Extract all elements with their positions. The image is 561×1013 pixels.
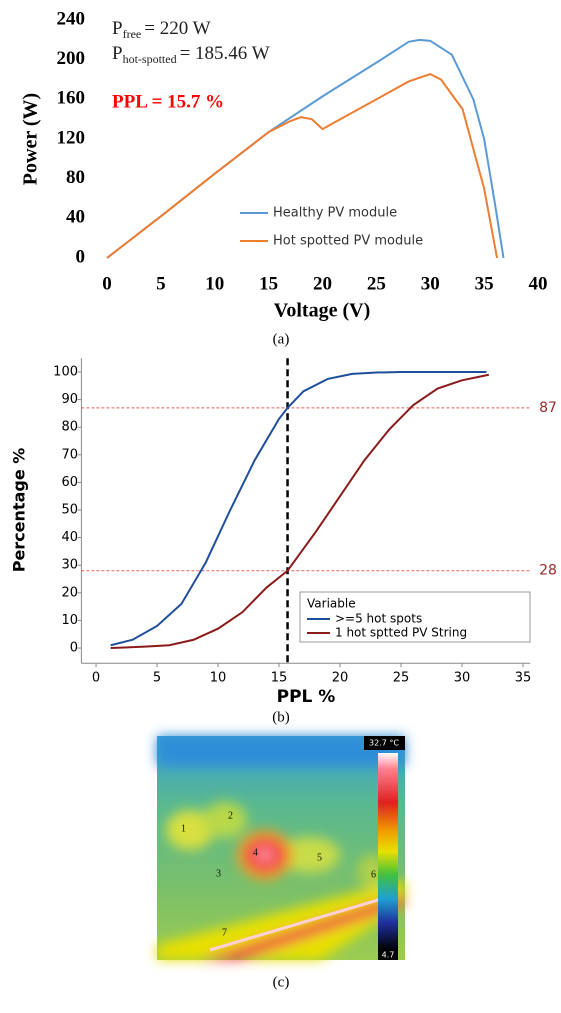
y-tick-label: 10 <box>61 613 78 628</box>
colorbar-max: 32.7 °C <box>369 739 399 748</box>
y-tick-label: 60 <box>61 475 78 490</box>
x-tick-label: 10 <box>210 671 227 686</box>
x-tick-label: 0 <box>102 273 112 294</box>
x-tick-label: 40 <box>529 273 548 294</box>
y-axis-label: Power (W) <box>20 93 42 185</box>
colorbar <box>378 753 398 950</box>
x-tick-label: 20 <box>332 671 349 686</box>
legend-label: 1 hot sptted PV String <box>335 626 467 640</box>
legend-title: Variable <box>307 597 356 611</box>
annotation-subscript: hot-spotted <box>123 52 177 66</box>
x-tick-label: 10 <box>205 273 224 294</box>
y-tick-label: 0 <box>76 246 86 267</box>
y-tick-label: 70 <box>61 447 78 462</box>
annotation-subscript: free <box>123 27 142 41</box>
x-axis-label: PPL % <box>277 687 336 707</box>
y-tick-label: 240 <box>57 8 86 29</box>
annotation-text: = 185.46 W <box>180 43 270 64</box>
annotation: Pfree = 220 W <box>112 18 211 40</box>
line <box>110 371 487 647</box>
annotation: PPL = 15.7 % <box>112 91 224 112</box>
y-tick-label: 120 <box>57 127 86 148</box>
x-tick-label: 25 <box>393 671 410 686</box>
spot-label: 1 <box>181 823 186 834</box>
y-tick-label: 40 <box>61 530 78 545</box>
spot-label: 2 <box>228 810 233 821</box>
x-tick-label: 30 <box>454 671 471 686</box>
legend-label: Healthy PV module <box>273 206 397 221</box>
line <box>106 38 505 259</box>
spot-label: 3 <box>216 868 221 879</box>
y-tick-label: 100 <box>53 365 78 380</box>
legend-box <box>299 591 531 643</box>
x-tick-label: 20 <box>313 273 332 294</box>
y-tick-label: 0 <box>70 641 78 656</box>
caption: (b) <box>272 709 290 725</box>
y-tick-label: 30 <box>61 558 78 573</box>
caption: (a) <box>273 331 290 347</box>
x-tick-label: 0 <box>92 671 100 686</box>
chart-a: 0 40 80 120 160 200 240 0 5 10 15 20 25 30 35 40 Power (… <box>20 8 548 321</box>
spot-label: 6 <box>371 869 376 880</box>
reference-label: 87 <box>539 400 557 416</box>
y-tick-label: 160 <box>57 88 86 109</box>
caption: (c) <box>273 974 290 990</box>
spot-label: 5 <box>317 852 322 863</box>
line <box>110 373 490 650</box>
x-tick-label: 30 <box>421 273 440 294</box>
x-axis-label: Voltage (V) <box>274 300 370 322</box>
annotation-text: = 220 W <box>144 18 210 39</box>
legend-label: Hot spotted PV module <box>273 234 423 249</box>
y-tick-label: 40 <box>66 207 85 228</box>
y-tick-label: 20 <box>61 585 78 600</box>
x-tick-label: 15 <box>259 273 278 294</box>
annotation-symbol: P <box>112 18 123 39</box>
spot-label: 4 <box>253 847 258 858</box>
line <box>106 73 499 259</box>
y-tick-label: 80 <box>61 420 78 435</box>
y-tick-label: 90 <box>61 392 78 407</box>
y-tick-label: 80 <box>66 167 85 188</box>
colorbar-min: 4.7 <box>382 951 395 960</box>
x-tick-label: 5 <box>156 273 166 294</box>
spot-label: 7 <box>222 927 227 938</box>
thermal-image: 32.7 °C 4.7 1 2 3 4 5 6 7 <box>157 736 405 960</box>
x-tick-label: 5 <box>153 671 161 686</box>
y-tick-label: 50 <box>61 503 78 518</box>
y-axis-label: Percentage % <box>10 448 29 573</box>
legend-label: >=5 hot spots <box>335 612 422 626</box>
annotation: Phot-spotted = 185.46 W <box>112 43 270 65</box>
chart-b: 0 10 20 30 40 50 60 70 80 90 100 0 5 10 15 20 25 30 35 Perc… <box>10 358 557 707</box>
x-tick-label: 25 <box>367 273 386 294</box>
x-tick-label: 15 <box>271 671 288 686</box>
reference-label: 28 <box>539 563 557 579</box>
y-tick-label: 200 <box>57 48 86 69</box>
annotation-symbol: P <box>112 43 123 64</box>
x-tick-label: 35 <box>515 671 532 686</box>
x-tick-label: 35 <box>475 273 494 294</box>
